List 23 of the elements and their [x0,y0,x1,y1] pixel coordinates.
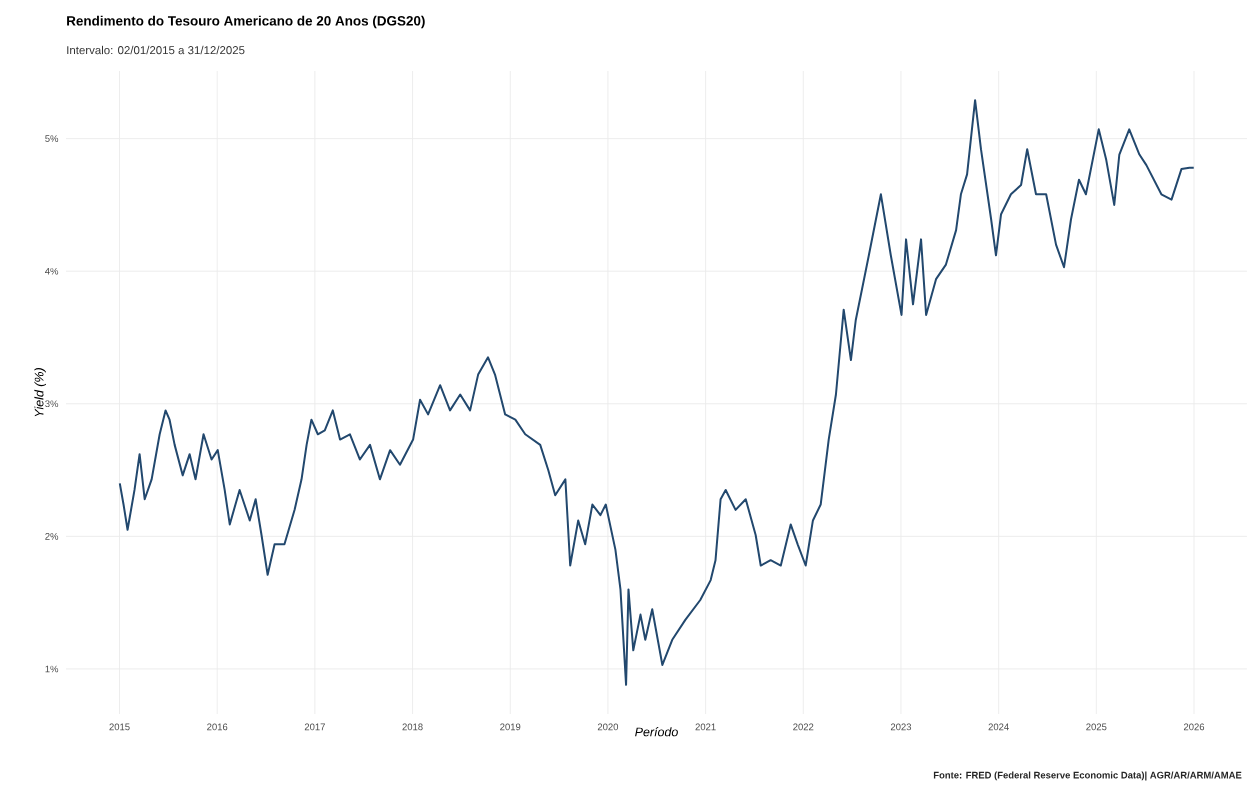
y-tick-label: 3% [45,400,59,408]
x-tick-label: 2025 [1086,723,1107,731]
chart-subtitle: Intervalo: 02/01/2015 a 31/12/2025 [67,45,245,55]
x-axis-title: Período [635,727,678,737]
x-tick-label: 2017 [304,723,325,731]
y-tick-label: 4% [45,267,59,275]
x-tick-label: 2021 [695,723,716,731]
x-tick-label: 2018 [402,723,423,731]
y-tick-label: 1% [45,665,59,673]
y-tick-label: 5% [45,135,59,142]
y-tick-label: 2% [45,533,59,540]
x-tick-label: 2016 [207,723,228,731]
x-tick-label: 2022 [793,723,814,731]
x-tick-label: 2023 [890,723,912,731]
x-tick-label: 2015 [109,723,130,731]
x-tick-label: 2020 [597,723,619,731]
source-note: Fonte: FRED (Federal Reserve Economic Data)| AGR/AR/ARM/AMAE [933,771,1242,781]
x-tick-label: 2024 [988,723,1009,731]
chart-title: Rendimento do Tesouro Americano de 20 Anos (DGS20) [67,15,425,29]
y-axis-title: Yield (%) [34,368,46,417]
x-tick-label: 2019 [500,723,521,731]
x-tick-label: 2026 [1183,723,1205,731]
line-series [118,99,1195,686]
